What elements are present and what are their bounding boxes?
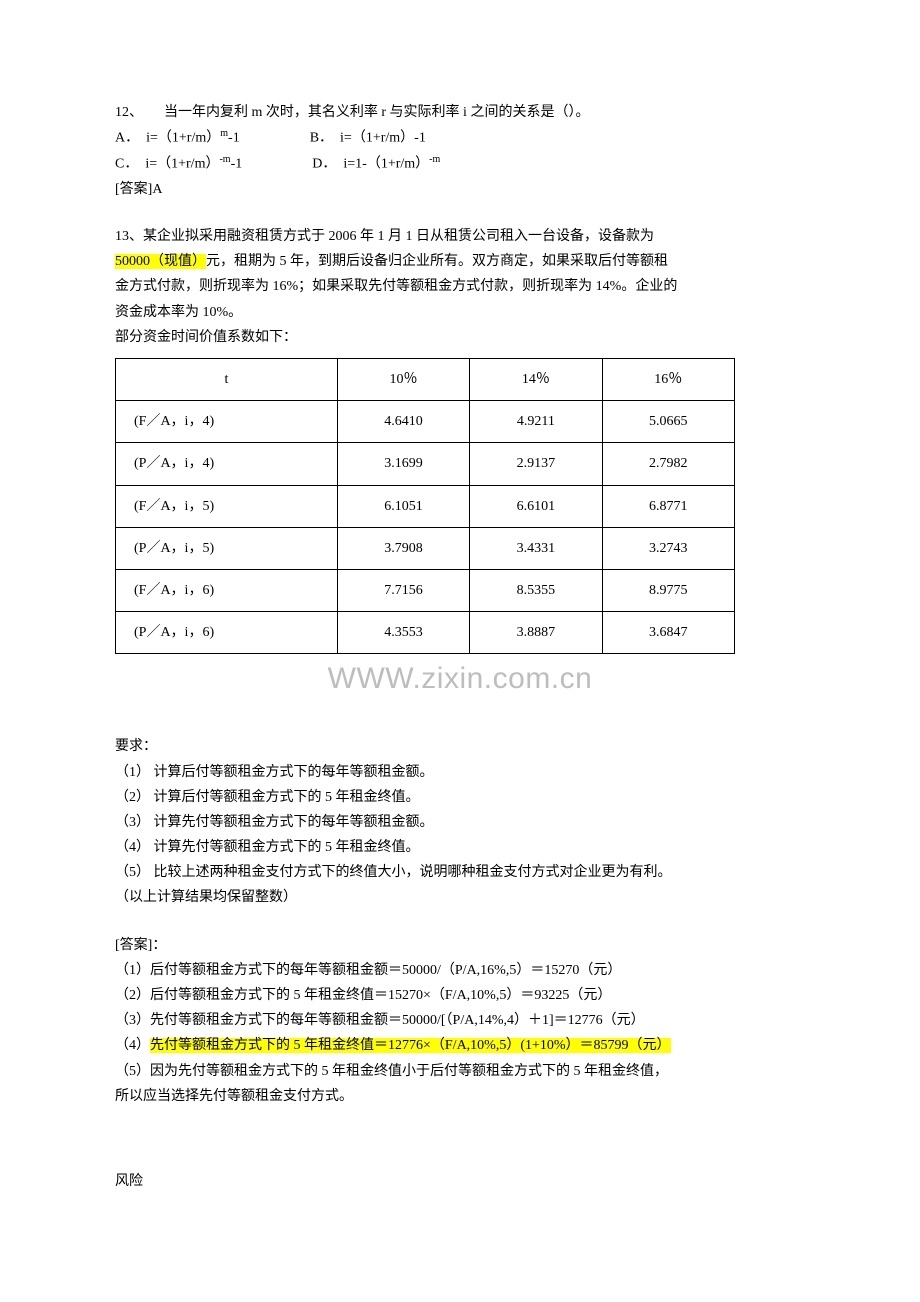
q12-optD-label: D． <box>312 157 329 172</box>
th-16: 16％ <box>602 359 734 401</box>
cell: 7.7156 <box>337 569 469 611</box>
q13-line1: 13、某企业拟采用融资租赁方式于 2006 年 1 月 1 日从租赁公司租入一台… <box>115 224 805 249</box>
cell: (P／A，i，4) <box>116 443 338 485</box>
q13-line4: 资金成本率为 10%。 <box>115 300 805 325</box>
req-4: （4） 计算先付等额租金方式下的 5 年租金终值。 <box>115 835 805 860</box>
q12-optC-post: -1 <box>231 157 243 172</box>
q12-optA-pre: i=（1+r/m） <box>146 131 220 146</box>
cell: (F／A，i，5) <box>116 485 338 527</box>
cell: 2.9137 <box>470 443 602 485</box>
cell: 8.9775 <box>602 569 734 611</box>
table-row: (P／A，i，6) 4.3553 3.8887 3.6847 <box>116 612 735 654</box>
ans-1: （1）后付等额租金方式下的每年等额租金额＝50000/（P/A,16%,5）＝1… <box>115 958 805 983</box>
th-10: 10％ <box>337 359 469 401</box>
table-row: (P／A，i，4) 3.1699 2.9137 2.7982 <box>116 443 735 485</box>
q12-optD-pre: i=1-（1+r/m） <box>343 157 429 172</box>
cell: (F／A，i，6) <box>116 569 338 611</box>
cell: 4.9211 <box>470 401 602 443</box>
cell: 4.3553 <box>337 612 469 654</box>
q12-options-row1: A． i=（1+r/m）m-1 B． i=（1+r/m）-1 <box>115 125 805 151</box>
answers: [答案]： （1）后付等额租金方式下的每年等额租金额＝50000/（P/A,16… <box>115 933 805 1109</box>
cell: 3.6847 <box>602 612 734 654</box>
cell: 4.6410 <box>337 401 469 443</box>
cell: 3.1699 <box>337 443 469 485</box>
q12-optC-sup: -m <box>219 154 230 165</box>
cell: (P／A，i，5) <box>116 527 338 569</box>
cell: 6.8771 <box>602 485 734 527</box>
ans-4: （4）先付等额租金方式下的 5 年租金终值＝12776×（F/A,10%,5）(… <box>115 1033 805 1058</box>
req-2: （2） 计算后付等额租金方式下的 5 年租金终值。 <box>115 785 805 810</box>
watermark: WWW.zixin.com.cn <box>115 652 805 706</box>
req-note: （以上计算结果均保留整数） <box>115 885 805 910</box>
question-12: 12、 当一年内复利 m 次时，其名义利率 r 与实际利率 i 之间的关系是（）… <box>115 100 805 202</box>
requirements: 要求： （1） 计算后付等额租金方式下的每年等额租金额。 （2） 计算后付等额租… <box>115 734 805 910</box>
table-row: (P／A，i，5) 3.7908 3.4331 3.2743 <box>116 527 735 569</box>
q12-options-row2: C． i=（1+r/m）-m-1 D． i=1-（1+r/m）-m <box>115 151 805 177</box>
req-title: 要求： <box>115 734 805 759</box>
q13-line2-highlight: 50000（现值） <box>115 254 206 269</box>
req-1: （1） 计算后付等额租金方式下的每年等额租金额。 <box>115 760 805 785</box>
q12-stem: 12、 当一年内复利 m 次时，其名义利率 r 与实际利率 i 之间的关系是（）… <box>115 100 805 125</box>
cell: 3.2743 <box>602 527 734 569</box>
cell: 8.5355 <box>470 569 602 611</box>
q12-number: 12、 <box>115 105 136 120</box>
q13-table-caption: 部分资金时间价值系数如下： <box>115 325 805 350</box>
q12-optC-label: C． <box>115 157 131 172</box>
table-row: (F／A，i，6) 7.7156 8.5355 8.9775 <box>116 569 735 611</box>
question-13-stem: 13、某企业拟采用融资租赁方式于 2006 年 1 月 1 日从租赁公司租入一台… <box>115 224 805 350</box>
q12-optA-post: -1 <box>228 131 240 146</box>
table-row: (F／A，i，4) 4.6410 4.9211 5.0665 <box>116 401 735 443</box>
q13-line3: 金方式付款，则折现率为 16%；如果采取先付等额租金方式付款，则折现率为 14%… <box>115 274 805 299</box>
coefficient-table: t 10％ 14％ 16％ (F／A，i，4) 4.6410 4.9211 5.… <box>115 358 735 654</box>
th-14: 14％ <box>470 359 602 401</box>
table-row: (F／A，i，5) 6.1051 6.6101 6.8771 <box>116 485 735 527</box>
table-body: (F／A，i，4) 4.6410 4.9211 5.0665 (P／A，i，4)… <box>116 401 735 654</box>
cell: 3.7908 <box>337 527 469 569</box>
q12-optC-pre: i=（1+r/m） <box>145 157 219 172</box>
th-t: t <box>116 359 338 401</box>
q12-stem-text: 当一年内复利 m 次时，其名义利率 r 与实际利率 i 之间的关系是（）。 <box>164 105 589 120</box>
ans-4-highlight: 先付等额租金方式下的 5 年租金终值＝12776×（F/A,10%,5）(1+1… <box>150 1038 671 1053</box>
ans-4-pre: （4） <box>115 1038 150 1053</box>
cell: (F／A，i，4) <box>116 401 338 443</box>
q12-optB-text: i=（1+r/m）-1 <box>340 131 426 146</box>
q12-optB-label: B． <box>310 131 326 146</box>
cell: 3.4331 <box>470 527 602 569</box>
q12-optA-label: A． <box>115 131 132 146</box>
q13-line2-post: 元，租期为 5 年，到期后设备归企业所有。双方商定，如果采取后付等额租 <box>206 254 668 269</box>
cell: 6.1051 <box>337 485 469 527</box>
ans-5b: 所以应当选择先付等额租金支付方式。 <box>115 1084 805 1109</box>
q13-line2: 50000（现值）元，租期为 5 年，到期后设备归企业所有。双方商定，如果采取后… <box>115 249 805 274</box>
req-3: （3） 计算先付等额租金方式下的每年等额租金额。 <box>115 810 805 835</box>
ans-2: （2）后付等额租金方式下的 5 年租金终值＝15270×（F/A,10%,5）＝… <box>115 983 805 1008</box>
q12-answer: [答案]A <box>115 177 805 202</box>
ans-3: （3）先付等额租金方式下的每年等额租金额＝50000/[（P/A,14%,4）＋… <box>115 1008 805 1033</box>
cell: (P／A，i，6) <box>116 612 338 654</box>
ans-5a: （5）因为先付等额租金方式下的 5 年租金终值小于后付等额租金方式下的 5 年租… <box>115 1059 805 1084</box>
req-5: （5） 比较上述两种租金支付方式下的终值大小，说明哪种租金支付方式对企业更为有利… <box>115 860 805 885</box>
cell: 2.7982 <box>602 443 734 485</box>
cell: 3.8887 <box>470 612 602 654</box>
ans-title: [答案]： <box>115 933 805 958</box>
footer-text: 风险 <box>115 1169 805 1194</box>
table-header-row: t 10％ 14％ 16％ <box>116 359 735 401</box>
q12-optA-sup: m <box>220 128 228 139</box>
cell: 5.0665 <box>602 401 734 443</box>
q12-optD-sup: -m <box>429 154 440 165</box>
cell: 6.6101 <box>470 485 602 527</box>
